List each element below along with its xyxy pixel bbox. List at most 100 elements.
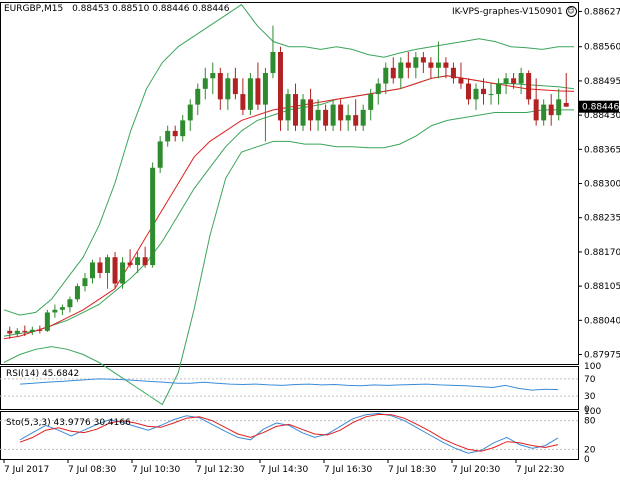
stoch-axis-label: 100: [584, 407, 601, 417]
stoch-main-line: [19, 412, 559, 454]
candle-body: [405, 62, 411, 68]
time-tick-label: 7 Jul 08:30: [68, 465, 117, 475]
candle-body: [112, 257, 118, 284]
rsi-axis-label: 70: [584, 375, 596, 385]
candle-body: [165, 130, 171, 142]
candle-body: [481, 88, 487, 95]
rsi-axis-label: 100: [584, 362, 601, 372]
candle-body: [300, 99, 306, 126]
candle-body: [44, 312, 50, 331]
time-tick-label: 7 Jul 20:30: [452, 465, 501, 475]
candle-body: [277, 51, 283, 121]
candle-body: [518, 73, 524, 84]
candle-body: [7, 330, 13, 334]
candle-body: [262, 73, 268, 105]
candle-body: [360, 109, 366, 126]
candle-body: [533, 99, 539, 121]
price-tick-label: 0.87975: [584, 351, 620, 361]
candle-body: [150, 167, 156, 266]
candle-body: [413, 57, 419, 68]
rsi-panel-frame: [0, 366, 579, 410]
candle-body: [22, 330, 28, 332]
time-tick-label: 7 Jul 10:30: [132, 465, 181, 475]
candle-body: [59, 307, 65, 310]
candle-body: [390, 67, 396, 79]
time-tick-label: 7 Jul 12:30: [196, 465, 245, 475]
rsi-panel: 100 70 30 0: [0, 362, 601, 415]
symbol-label: EURGBP,M15 0.88453 0.88510 0.88446 0.884…: [4, 4, 230, 14]
candle-body: [67, 299, 73, 308]
candles: [7, 25, 569, 339]
candle-body: [548, 104, 554, 116]
price-tick-label: 0.88170: [584, 248, 620, 258]
candle-body: [247, 78, 253, 110]
candle-body: [82, 278, 88, 287]
rsi-axis-label: 0: [584, 405, 590, 415]
candle-body: [465, 83, 471, 100]
time-axis: 7 Jul 2017 7 Jul 08:30 7 Jul 10:30 7 Jul 12…: [3, 459, 565, 475]
stoch-axis-label: 20: [584, 445, 596, 455]
time-tick-label: 7 Jul 2017: [4, 465, 49, 475]
stoch-panel-frame: [0, 411, 579, 460]
candle-body: [142, 257, 148, 266]
ohlc-values: 0.88453 0.88510 0.88446 0.88446: [72, 4, 230, 14]
candle-body: [89, 262, 95, 279]
candle-body: [135, 257, 141, 266]
candle-body: [217, 73, 223, 100]
candle-body: [202, 78, 208, 89]
candle-body: [255, 78, 261, 105]
rsi-axis-label: 30: [584, 392, 596, 402]
candle-body: [293, 94, 299, 126]
price-tick-label: 0.88560: [584, 43, 620, 53]
candle-body: [345, 115, 351, 121]
candle-body: [511, 78, 517, 84]
price-tick-label: 0.88300: [584, 180, 620, 190]
indicator-name: IK-VPS-graphes-V150901: [452, 7, 563, 17]
candle-body: [157, 141, 163, 168]
candle-body: [29, 329, 35, 332]
price-tag-label: 0.88446: [582, 103, 619, 113]
candle-body: [458, 78, 464, 84]
candle-body: [187, 104, 193, 121]
candle-body: [330, 104, 336, 126]
time-tick-label: 7 Jul 16:30: [324, 465, 373, 475]
price-tick-label: 0.88627: [584, 7, 620, 17]
candle-body: [120, 262, 126, 284]
stoch-signal-line: [19, 413, 559, 452]
candle-body: [383, 67, 389, 84]
candle-body: [225, 78, 231, 100]
candle-body: [37, 329, 43, 331]
candle-body: [240, 94, 246, 110]
candle-body: [526, 73, 532, 100]
candle-body: [541, 104, 547, 121]
candle-body: [563, 103, 569, 107]
price-axis: 0.88627 0.88560 0.88495 0.88430 0.88365 0.883…: [578, 7, 620, 361]
candle-body: [556, 99, 562, 116]
candle-body: [503, 78, 509, 84]
candle-body: [496, 83, 502, 95]
candle-body: [375, 83, 381, 95]
candle-body: [210, 73, 216, 79]
candle-body: [14, 330, 20, 334]
candle-body: [180, 120, 186, 137]
price-tick-label: 0.88495: [584, 77, 620, 87]
candle-body: [195, 88, 201, 105]
candle-body: [285, 94, 291, 121]
candle-body: [97, 262, 103, 273]
candle-body: [368, 94, 374, 110]
candle-body: [435, 62, 441, 68]
candle-body: [398, 62, 404, 79]
price-tick-label: 0.88105: [584, 282, 620, 292]
rsi-line: [19, 378, 559, 391]
time-tick-label: 7 Jul 22:30: [516, 465, 565, 475]
candle-body: [308, 99, 314, 121]
candle-body: [420, 57, 426, 63]
time-tick-label: 7 Jul 18:30: [388, 465, 437, 475]
candle-body: [74, 286, 80, 300]
stoch-label: Sto(5,3,3) 43.9776 30.4166: [6, 418, 131, 428]
candle-body: [127, 262, 133, 266]
candle-body: [315, 109, 321, 121]
